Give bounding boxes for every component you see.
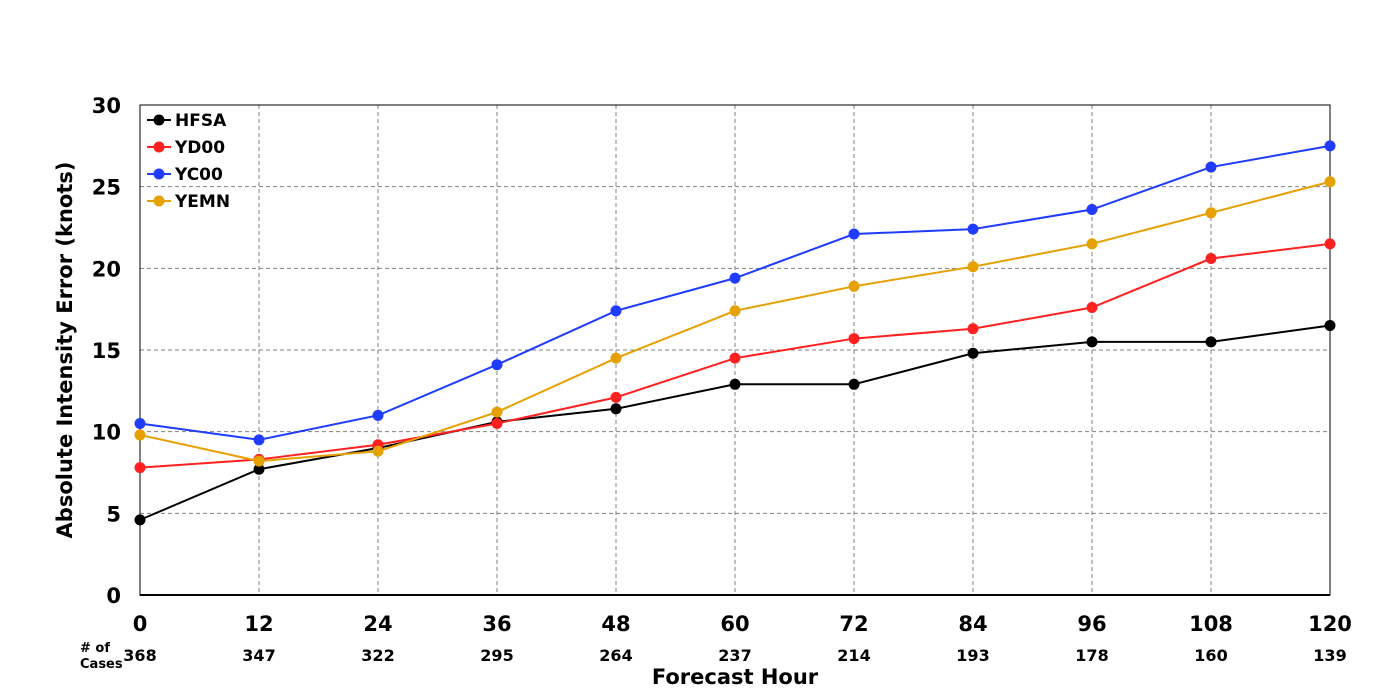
data-point xyxy=(134,429,146,441)
cases-count: 322 xyxy=(361,646,394,665)
data-point xyxy=(1205,207,1217,219)
data-point xyxy=(134,462,146,474)
x-tick-label: 12 xyxy=(244,612,273,636)
cases-count: 295 xyxy=(480,646,513,665)
data-point xyxy=(848,378,860,390)
cases-count: 368 xyxy=(123,646,156,665)
y-tick-label: 0 xyxy=(106,584,121,608)
axis-tick-labels: 0 5 10 15 20 25 30 0 12 24 36 48 60 72 84 96 108 120 xyxy=(92,94,1352,636)
data-point xyxy=(491,418,503,429)
x-tick-label: 48 xyxy=(601,612,630,636)
x-tick-label: 36 xyxy=(482,612,511,636)
x-tick-label: 0 xyxy=(133,612,148,636)
cases-count: 237 xyxy=(718,646,751,665)
y-axis-title: Absolute Intensity Error (knots) xyxy=(53,162,77,539)
x-tick-label: 24 xyxy=(363,612,392,636)
data-point xyxy=(1086,204,1098,216)
cases-label: # of Cases xyxy=(80,641,123,672)
data-point xyxy=(1324,140,1336,152)
x-tick-label: 72 xyxy=(839,612,868,636)
data-point xyxy=(967,261,979,273)
x-axis-title: Forecast Hour xyxy=(652,665,819,689)
cases-count: 139 xyxy=(1313,646,1346,665)
legend-item-yemn: YEMN xyxy=(147,192,230,212)
data-point xyxy=(729,272,741,284)
y-tick-label: 15 xyxy=(92,339,121,363)
cases-count: 347 xyxy=(242,646,275,665)
y-tick-label: 30 xyxy=(92,94,121,118)
cases-count: 178 xyxy=(1075,646,1108,665)
cases-row: # of Cases 368 347 322 295 264 237 214 193 178 160 1… xyxy=(80,641,1347,672)
y-tick-label: 25 xyxy=(92,176,121,200)
data-point xyxy=(372,409,384,421)
legend-swatch-marker xyxy=(153,195,165,207)
x-tick-label: 120 xyxy=(1308,612,1352,636)
y-tick-label: 5 xyxy=(106,502,121,526)
data-point xyxy=(848,280,860,292)
legend-item-yd00: YD00 xyxy=(147,138,225,158)
legend-swatch-marker xyxy=(153,114,165,126)
data-point xyxy=(729,352,741,364)
cases-count: 214 xyxy=(837,646,870,665)
data-point xyxy=(134,514,146,526)
legend-label: YD00 xyxy=(174,138,225,158)
data-point xyxy=(1324,238,1336,250)
data-point xyxy=(491,406,503,418)
cases-count: 264 xyxy=(599,646,632,665)
data-point xyxy=(253,455,265,467)
data-point xyxy=(253,434,265,446)
data-point xyxy=(1324,320,1336,331)
data-point xyxy=(610,352,622,364)
data-point xyxy=(967,223,979,235)
legend-label: YC00 xyxy=(174,165,223,185)
data-point xyxy=(134,418,146,429)
series-yc00 xyxy=(134,140,1336,446)
series-yemn xyxy=(134,176,1336,467)
data-point xyxy=(372,445,384,457)
x-tick-label: 84 xyxy=(958,612,987,636)
data-point xyxy=(1205,336,1217,348)
data-point xyxy=(1086,302,1098,314)
data-point xyxy=(1205,253,1217,265)
legend-label: HFSA xyxy=(175,111,227,131)
data-point xyxy=(967,347,979,359)
x-tick-label: 108 xyxy=(1189,612,1233,636)
data-point xyxy=(729,305,741,317)
data-point xyxy=(1205,161,1217,173)
data-point xyxy=(848,228,860,240)
legend-swatch-marker xyxy=(153,168,165,180)
data-point xyxy=(491,359,503,371)
series-yd00 xyxy=(134,238,1336,474)
plot-area-frame xyxy=(139,104,1331,596)
data-point xyxy=(610,305,622,317)
x-tick-label: 60 xyxy=(720,612,749,636)
data-point xyxy=(967,323,979,335)
data-point xyxy=(1086,336,1098,348)
data-point xyxy=(729,378,741,390)
data-point xyxy=(610,403,622,415)
legend-item-hfsa: HFSA xyxy=(147,111,227,131)
legend: HFSA YD00 YC00 YEMN xyxy=(147,111,230,212)
data-point xyxy=(253,463,265,475)
legend-label: YEMN xyxy=(174,192,230,212)
data-point xyxy=(1086,238,1098,250)
series-line xyxy=(139,180,1331,463)
cases-count: 160 xyxy=(1194,646,1227,665)
data-point xyxy=(848,333,860,345)
grid-lines xyxy=(140,105,1330,596)
legend-swatch-marker xyxy=(153,141,165,153)
data-point xyxy=(610,391,622,403)
y-tick-label: 10 xyxy=(92,421,121,445)
cases-count: 193 xyxy=(956,646,989,665)
x-tick-label: 96 xyxy=(1077,612,1106,636)
series-lines xyxy=(134,140,1336,526)
legend-item-yc00: YC00 xyxy=(147,165,223,185)
y-tick-label: 20 xyxy=(92,257,121,281)
data-point xyxy=(1324,176,1336,188)
